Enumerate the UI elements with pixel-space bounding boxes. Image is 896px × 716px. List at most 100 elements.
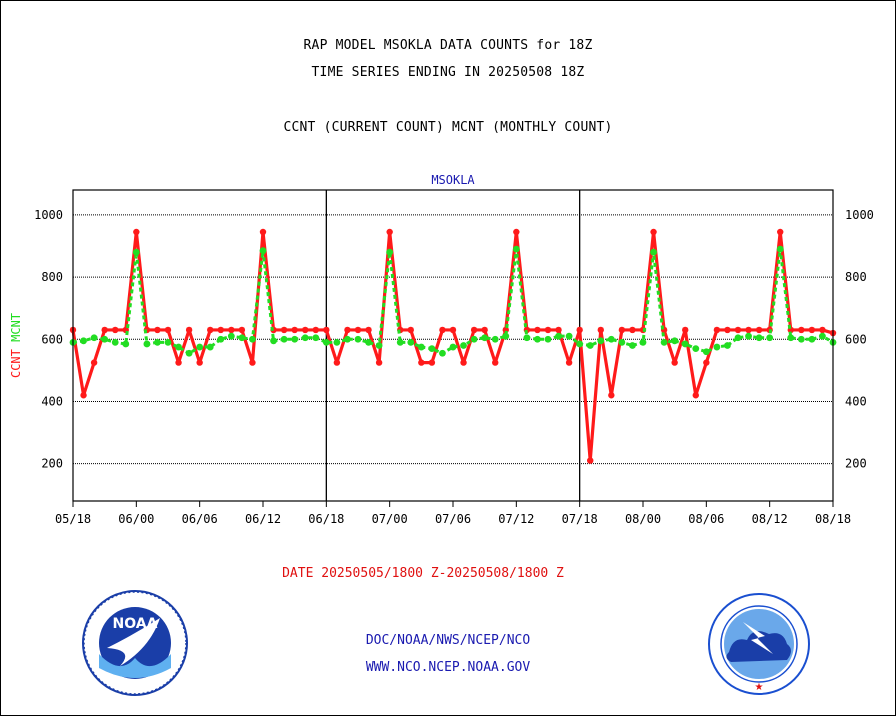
point-ccnt-32	[407, 326, 414, 334]
point-ccnt-65	[755, 326, 763, 334]
point-mcnt-50	[597, 337, 605, 345]
point-ccnt-28	[365, 326, 372, 334]
point-mcnt-54	[639, 338, 647, 346]
point-mcnt-28	[365, 338, 372, 346]
point-ccnt-22	[302, 326, 309, 334]
point-ccnt-67	[777, 228, 784, 236]
point-ccnt-61	[713, 326, 721, 334]
y-tick-label-right-600: 600	[845, 332, 867, 346]
point-mcnt-9	[164, 338, 172, 346]
point-ccnt-51	[608, 392, 615, 399]
org-line: DOC/NOAA/NWS/NCEP/NCO	[365, 633, 531, 648]
point-ccnt-60	[703, 359, 710, 366]
point-ccnt-26	[344, 326, 351, 334]
point-ccnt-63	[734, 326, 742, 334]
point-mcnt-12	[196, 343, 204, 351]
axis-text-layer: 200 200 400 400 600 600 800 800 1000 1000 05/18 06/…	[9, 173, 874, 526]
point-mcnt-38	[470, 335, 478, 343]
point-ccnt-59	[692, 392, 699, 399]
point-ccnt-71	[819, 326, 826, 334]
svg-text:★: ★	[755, 682, 764, 693]
point-ccnt-49	[587, 457, 594, 464]
point-mcnt-6	[132, 248, 140, 256]
x-tick-label-7: 07/12	[498, 512, 534, 526]
point-ccnt-27	[354, 326, 362, 334]
point-ccnt-47	[565, 359, 573, 366]
point-ccnt-3	[101, 326, 108, 334]
point-ccnt-42	[513, 228, 520, 236]
point-ccnt-24	[323, 326, 330, 334]
point-mcnt-49	[586, 342, 594, 349]
point-ccnt-37	[460, 359, 467, 366]
series-layer	[69, 228, 837, 464]
y-tick-label-left-200: 200	[41, 457, 63, 471]
point-ccnt-64	[745, 326, 752, 334]
y-tick-label-right-200: 200	[845, 457, 867, 471]
noaa-logo-icon: NOAA	[82, 590, 188, 696]
point-ccnt-57	[671, 359, 678, 366]
point-mcnt-27	[354, 335, 362, 343]
x-tick-label-1: 06/00	[118, 512, 154, 526]
point-mcnt-67	[776, 245, 784, 253]
point-ccnt-8	[154, 326, 161, 334]
point-mcnt-66	[766, 334, 774, 342]
y-tick-label-left-600: 600	[41, 332, 63, 346]
point-ccnt-18	[259, 228, 267, 236]
x-tick-label-3: 06/12	[245, 512, 281, 526]
point-mcnt-17	[249, 335, 256, 343]
point-ccnt-21	[291, 326, 298, 334]
point-ccnt-29	[375, 359, 383, 366]
y-tick-label-right-1000: 1000	[845, 208, 874, 222]
point-ccnt-14	[217, 326, 224, 334]
point-ccnt-30	[386, 228, 393, 236]
point-mcnt-24	[322, 338, 330, 346]
y-tick-label-left-400: 400	[41, 394, 63, 408]
y-tick-label-left-800: 800	[41, 270, 63, 284]
point-mcnt-7	[143, 340, 151, 348]
point-mcnt-46	[555, 332, 562, 340]
point-mcnt-64	[745, 332, 752, 340]
point-mcnt-4	[111, 338, 119, 346]
point-mcnt-20	[280, 335, 288, 343]
point-mcnt-22	[301, 334, 309, 342]
x-tick-label-10: 08/06	[688, 512, 724, 526]
point-mcnt-25	[333, 338, 341, 346]
y-tick-label-right-800: 800	[845, 270, 867, 284]
x-tick-label-0: 05/18	[55, 512, 91, 526]
point-mcnt-47	[565, 332, 573, 340]
point-mcnt-51	[607, 335, 615, 343]
point-ccnt-33	[418, 359, 425, 366]
point-mcnt-30	[386, 248, 394, 256]
point-ccnt-12	[196, 359, 203, 366]
point-mcnt-42	[512, 245, 520, 253]
point-mcnt-11	[185, 349, 193, 357]
y-tick-label-right-400: 400	[845, 394, 867, 408]
x-tick-label-4: 06/18	[308, 512, 344, 526]
url-line[interactable]: WWW.NCO.NCEP.NOAA.GOV	[365, 660, 531, 675]
chart-title-line-1: RAP MODEL MSOKLA DATA COUNTS for 18Z	[303, 38, 593, 53]
x-tick-label-12: 08/18	[815, 512, 851, 526]
x-tick-label-11: 08/12	[752, 512, 788, 526]
point-mcnt-21	[291, 335, 299, 343]
point-mcnt-52	[618, 338, 626, 346]
point-mcnt-35	[439, 349, 446, 357]
point-ccnt-52	[618, 326, 626, 334]
point-mcnt-60	[702, 348, 710, 356]
point-mcnt-45	[544, 335, 552, 343]
point-mcnt-69	[797, 335, 805, 343]
point-mcnt-31	[396, 338, 404, 346]
point-mcnt-68	[787, 334, 795, 342]
point-ccnt-17	[249, 359, 256, 366]
y-axis-label-ccnt: CCNT	[9, 349, 23, 378]
point-ccnt-20	[280, 326, 288, 334]
point-mcnt-3	[101, 335, 109, 343]
point-mcnt-32	[407, 338, 415, 346]
point-mcnt-48	[576, 340, 584, 348]
point-ccnt-39	[481, 326, 488, 334]
point-mcnt-53	[629, 342, 636, 349]
point-mcnt-71	[819, 332, 826, 340]
date-range-label: DATE 20250505/1800 Z-20250508/1800 Z	[282, 566, 564, 581]
point-ccnt-1	[80, 392, 87, 399]
point-ccnt-15	[228, 326, 235, 334]
point-mcnt-62	[724, 342, 731, 349]
